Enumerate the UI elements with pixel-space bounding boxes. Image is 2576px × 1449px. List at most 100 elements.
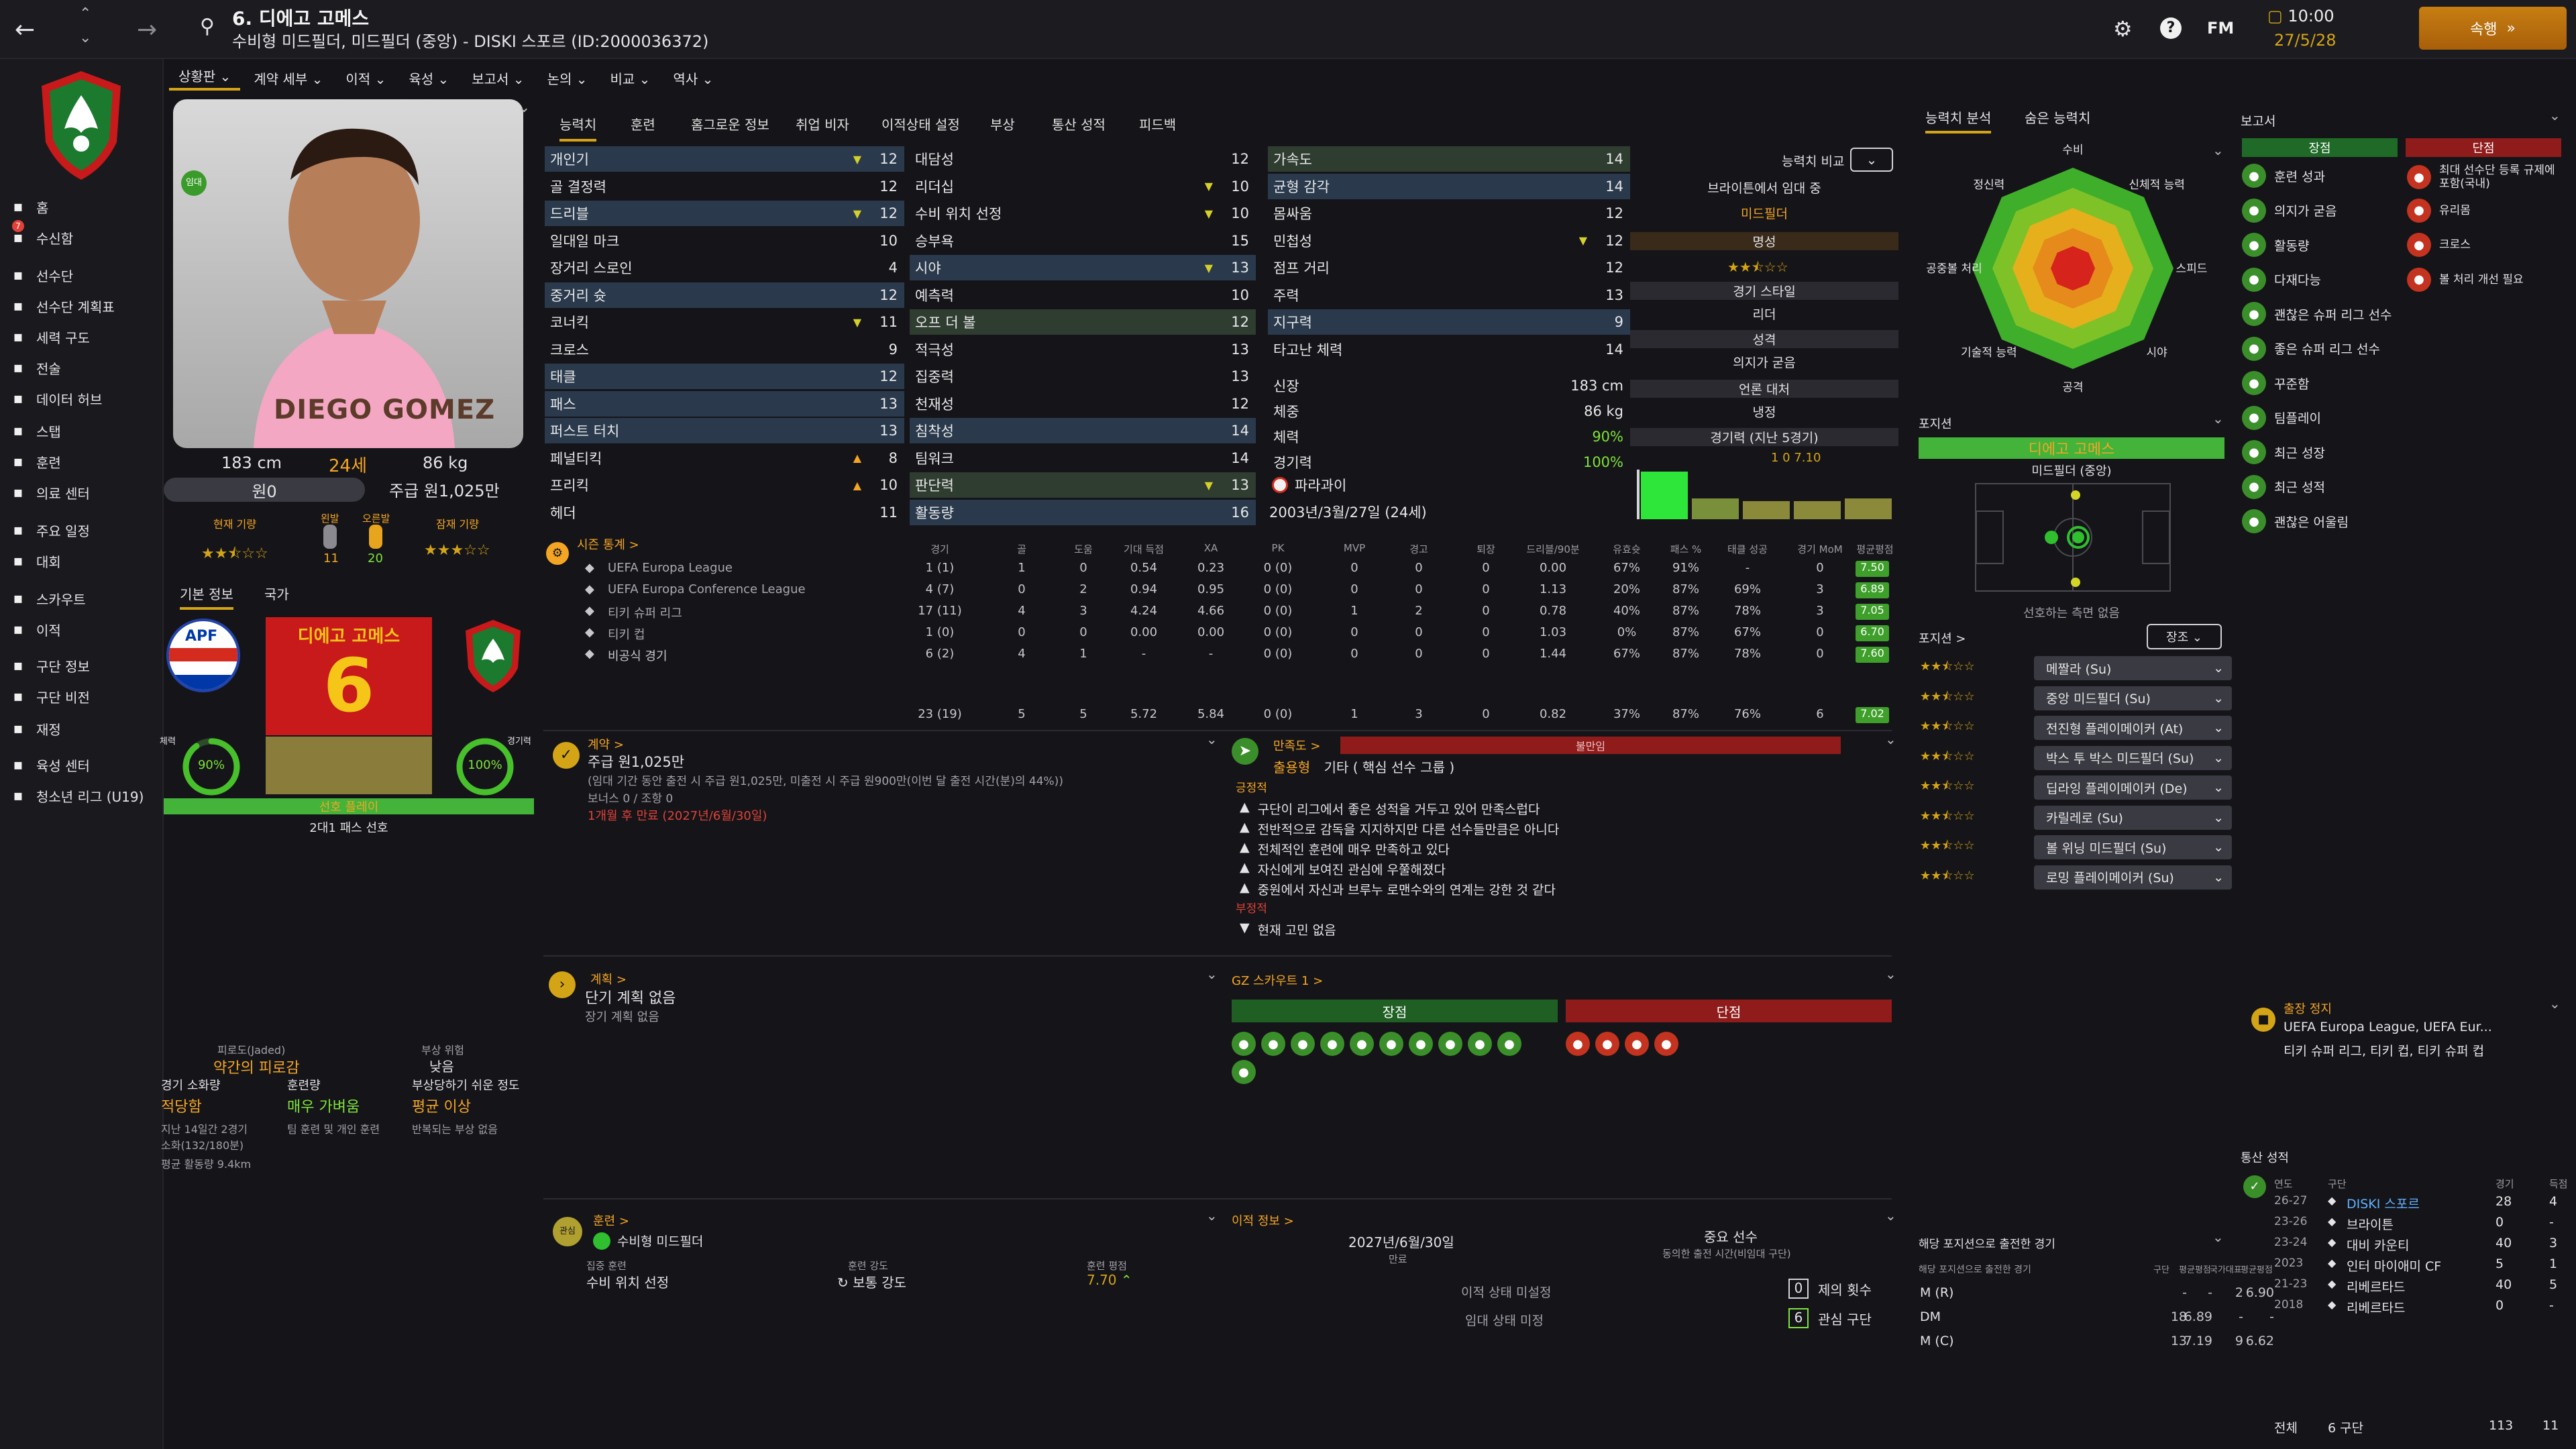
report-strength-item[interactable]: ● 꾸준함 xyxy=(2242,371,2309,395)
competition-name[interactable]: UEFA Europa Conference League xyxy=(608,582,806,596)
attribute-row[interactable]: 드리블 ▼ 12 xyxy=(545,201,904,226)
sidebar-item-15[interactable]: ▪ 구단 비전 xyxy=(9,682,157,711)
role-dropdown[interactable]: 박스 투 박스 미드필더 (Su) ⌄ xyxy=(2034,745,2232,770)
attribute-row[interactable]: 예측력 10 xyxy=(910,282,1256,308)
plans-collapse-icon[interactable]: ⌄ xyxy=(1206,966,1218,982)
scout-strength-icon[interactable]: ● xyxy=(1350,1032,1374,1056)
scout-strength-icon[interactable]: ● xyxy=(1468,1032,1492,1056)
report-weakness-item[interactable]: ● 유리몸 xyxy=(2407,198,2568,223)
radar-collapse-icon[interactable]: ⌄ xyxy=(2212,142,2224,158)
training-title[interactable]: 훈련 > xyxy=(593,1214,629,1228)
panel-collapse-icon[interactable]: ⌄ xyxy=(518,99,531,116)
attribute-row[interactable]: 크로스 9 xyxy=(545,337,904,362)
subnav-item-6[interactable]: 비교 ⌄ xyxy=(610,70,651,87)
sidebar-item-6[interactable]: ▪ 데이터 허브 xyxy=(9,384,157,413)
career-club[interactable]: DISKI 스포르 xyxy=(2347,1197,2420,1212)
scout-strength-icon[interactable]: ● xyxy=(1497,1032,1521,1056)
attribute-row[interactable]: 주력 13 xyxy=(1268,282,1630,308)
scout-weakness-icon[interactable]: ● xyxy=(1654,1032,1678,1056)
sidebar-item-10[interactable]: ▪ 주요 일정 xyxy=(9,515,157,545)
role-dropdown[interactable]: 딥라잉 플레이메이커 (De) ⌄ xyxy=(2034,775,2232,800)
attribute-row[interactable]: 민첩성 ▼ 12 xyxy=(1268,228,1630,254)
scout-report-title[interactable]: GZ 스카우트 1 > xyxy=(1232,974,1324,988)
report-strength-item[interactable]: ● 좋은 슈퍼 리그 선수 xyxy=(2242,336,2380,361)
attribute-row[interactable]: 코너킥 ▼ 11 xyxy=(545,309,904,335)
role-row[interactable]: ★★⯪☆☆ 카릴레로 (Su) ⌄ xyxy=(1920,805,2232,830)
roles-sort-dropdown[interactable]: 장조 ⌄ xyxy=(2147,624,2222,649)
position-collapse-icon[interactable]: ⌄ xyxy=(2212,411,2224,427)
attribute-row[interactable]: 지구력 9 xyxy=(1268,309,1630,335)
scout-strength-icon[interactable]: ● xyxy=(1438,1032,1462,1056)
tab-2[interactable]: 홈그로운 정보 xyxy=(691,117,769,133)
attribute-row[interactable]: 수비 위치 선정 ▼ 10 xyxy=(910,201,1256,226)
scout-weakness-icon[interactable]: ● xyxy=(1625,1032,1649,1056)
sidebar-item-3[interactable]: ▪ 선수단 계획표 xyxy=(9,291,157,321)
role-row[interactable]: ★★⯪☆☆ 볼 위닝 미드필더 (Su) ⌄ xyxy=(1920,835,2232,859)
sidebar-item-8[interactable]: ▪ 훈련 xyxy=(9,447,157,476)
report-strength-item[interactable]: ● 최근 성적 xyxy=(2242,474,2325,499)
role-row[interactable]: ★★⯪☆☆ 메짤라 (Su) ⌄ xyxy=(1920,656,2232,680)
competition-name[interactable]: 비공식 경기 xyxy=(608,649,667,663)
role-row[interactable]: ★★⯪☆☆ 전진형 플레이메이커 (At) ⌄ xyxy=(1920,716,2232,740)
attribute-row[interactable]: 일대일 마크 10 xyxy=(545,228,904,254)
sidebar-item-7[interactable]: ▪ 스탭 xyxy=(9,416,157,445)
scroll-down-icon[interactable]: ⌄ xyxy=(79,30,92,46)
sidebar-item-14[interactable]: ▪ 구단 정보 xyxy=(9,651,157,680)
attribute-row[interactable]: 골 결정력 12 xyxy=(545,174,904,199)
attribute-row[interactable]: 시야 ▼ 13 xyxy=(910,255,1256,280)
attribute-row[interactable]: 균형 감각 14 xyxy=(1268,173,1630,199)
role-dropdown[interactable]: 카릴레로 (Su) ⌄ xyxy=(2034,805,2232,830)
sidebar-item-4[interactable]: ▪ 세력 구도 xyxy=(9,322,157,352)
report-strength-item[interactable]: ● 다재다능 xyxy=(2242,267,2321,292)
plans-title[interactable]: 계획 > xyxy=(590,973,627,987)
subnav-item-4[interactable]: 보고서 ⌄ xyxy=(472,70,525,87)
contract-title[interactable]: 계약 > xyxy=(588,738,624,752)
career-club[interactable]: 대비 카운티 xyxy=(2347,1238,2410,1253)
subnav-item-3[interactable]: 육성 ⌄ xyxy=(409,70,449,87)
attribute-row[interactable]: 중거리 슛 12 xyxy=(545,282,904,308)
attribute-row[interactable]: 패스 13 xyxy=(545,390,904,417)
tab-6[interactable]: 통산 성적 xyxy=(1052,117,1106,133)
tab-attribute-analysis[interactable]: 능력치 분석 xyxy=(1925,107,1992,133)
subnav-item-2[interactable]: 이적 ⌄ xyxy=(345,70,386,87)
report-strength-item[interactable]: ● 최근 성장 xyxy=(2242,440,2325,464)
pos-stats-collapse-icon[interactable]: ⌄ xyxy=(2212,1229,2224,1245)
competition-name[interactable]: 티키 컵 xyxy=(608,628,645,642)
tab-5[interactable]: 부상 xyxy=(990,117,1015,133)
tab-1[interactable]: 훈련 xyxy=(631,117,655,133)
competition-name[interactable]: UEFA Europa League xyxy=(608,561,733,575)
help-icon[interactable]: ? xyxy=(2160,17,2182,39)
attribute-row[interactable]: 활동량 16 xyxy=(910,499,1256,525)
fm-menu-button[interactable]: FM xyxy=(2207,19,2235,38)
role-row[interactable]: ★★⯪☆☆ 박스 투 박스 미드필더 (Su) ⌄ xyxy=(1920,745,2232,770)
career-club[interactable]: 브라이튼 xyxy=(2347,1218,2394,1232)
career-club[interactable]: 리베르타드 xyxy=(2347,1301,2406,1316)
attribute-row[interactable]: 점프 거리 12 xyxy=(1268,255,1630,280)
report-collapse-icon[interactable]: ⌄ xyxy=(2549,107,2561,123)
sidebar-item-16[interactable]: ▪ 재정 xyxy=(9,714,157,743)
report-weakness-item[interactable]: ● 크로스 xyxy=(2407,233,2568,257)
report-weakness-item[interactable]: ● 볼 처리 개선 필요 xyxy=(2407,267,2568,292)
scout-weakness-icon[interactable]: ● xyxy=(1566,1032,1590,1056)
stats-title[interactable]: 시즌 통계 > xyxy=(577,538,639,552)
scout-weakness-icon[interactable]: ● xyxy=(1595,1032,1619,1056)
attribute-row[interactable]: 페널티킥 ▲ 8 xyxy=(545,445,904,471)
report-strength-item[interactable]: ● 팀플레이 xyxy=(2242,405,2321,430)
subnav-item-7[interactable]: 역사 ⌄ xyxy=(673,70,714,87)
role-dropdown[interactable]: 로밍 플레이메이커 (Su) ⌄ xyxy=(2034,865,2232,890)
world-icon[interactable]: ⚙ xyxy=(2113,16,2133,42)
report-strength-item[interactable]: ● 활동량 xyxy=(2242,233,2309,257)
career-club[interactable]: 리베르타드 xyxy=(2347,1280,2406,1295)
scout-strength-icon[interactable]: ● xyxy=(1261,1032,1285,1056)
attribute-row[interactable]: 장거리 스로인 4 xyxy=(545,255,904,280)
subnav-item-5[interactable]: 논의 ⌄ xyxy=(547,70,588,87)
attribute-row[interactable]: 적극성 13 xyxy=(910,337,1256,362)
attribute-row[interactable]: 침착성 14 xyxy=(910,418,1256,443)
training-collapse-icon[interactable]: ⌄ xyxy=(1206,1208,1218,1224)
scroll-up-icon[interactable]: ⌃ xyxy=(79,5,92,22)
tab-7[interactable]: 피드백 xyxy=(1139,117,1177,133)
sidebar-item-12[interactable]: ▪ 스카우트 xyxy=(9,584,157,613)
contract-collapse-icon[interactable]: ⌄ xyxy=(1206,731,1218,747)
tab-0[interactable]: 능력치 xyxy=(559,114,597,142)
sidebar-item-2[interactable]: ▪ 선수단 xyxy=(9,260,157,290)
